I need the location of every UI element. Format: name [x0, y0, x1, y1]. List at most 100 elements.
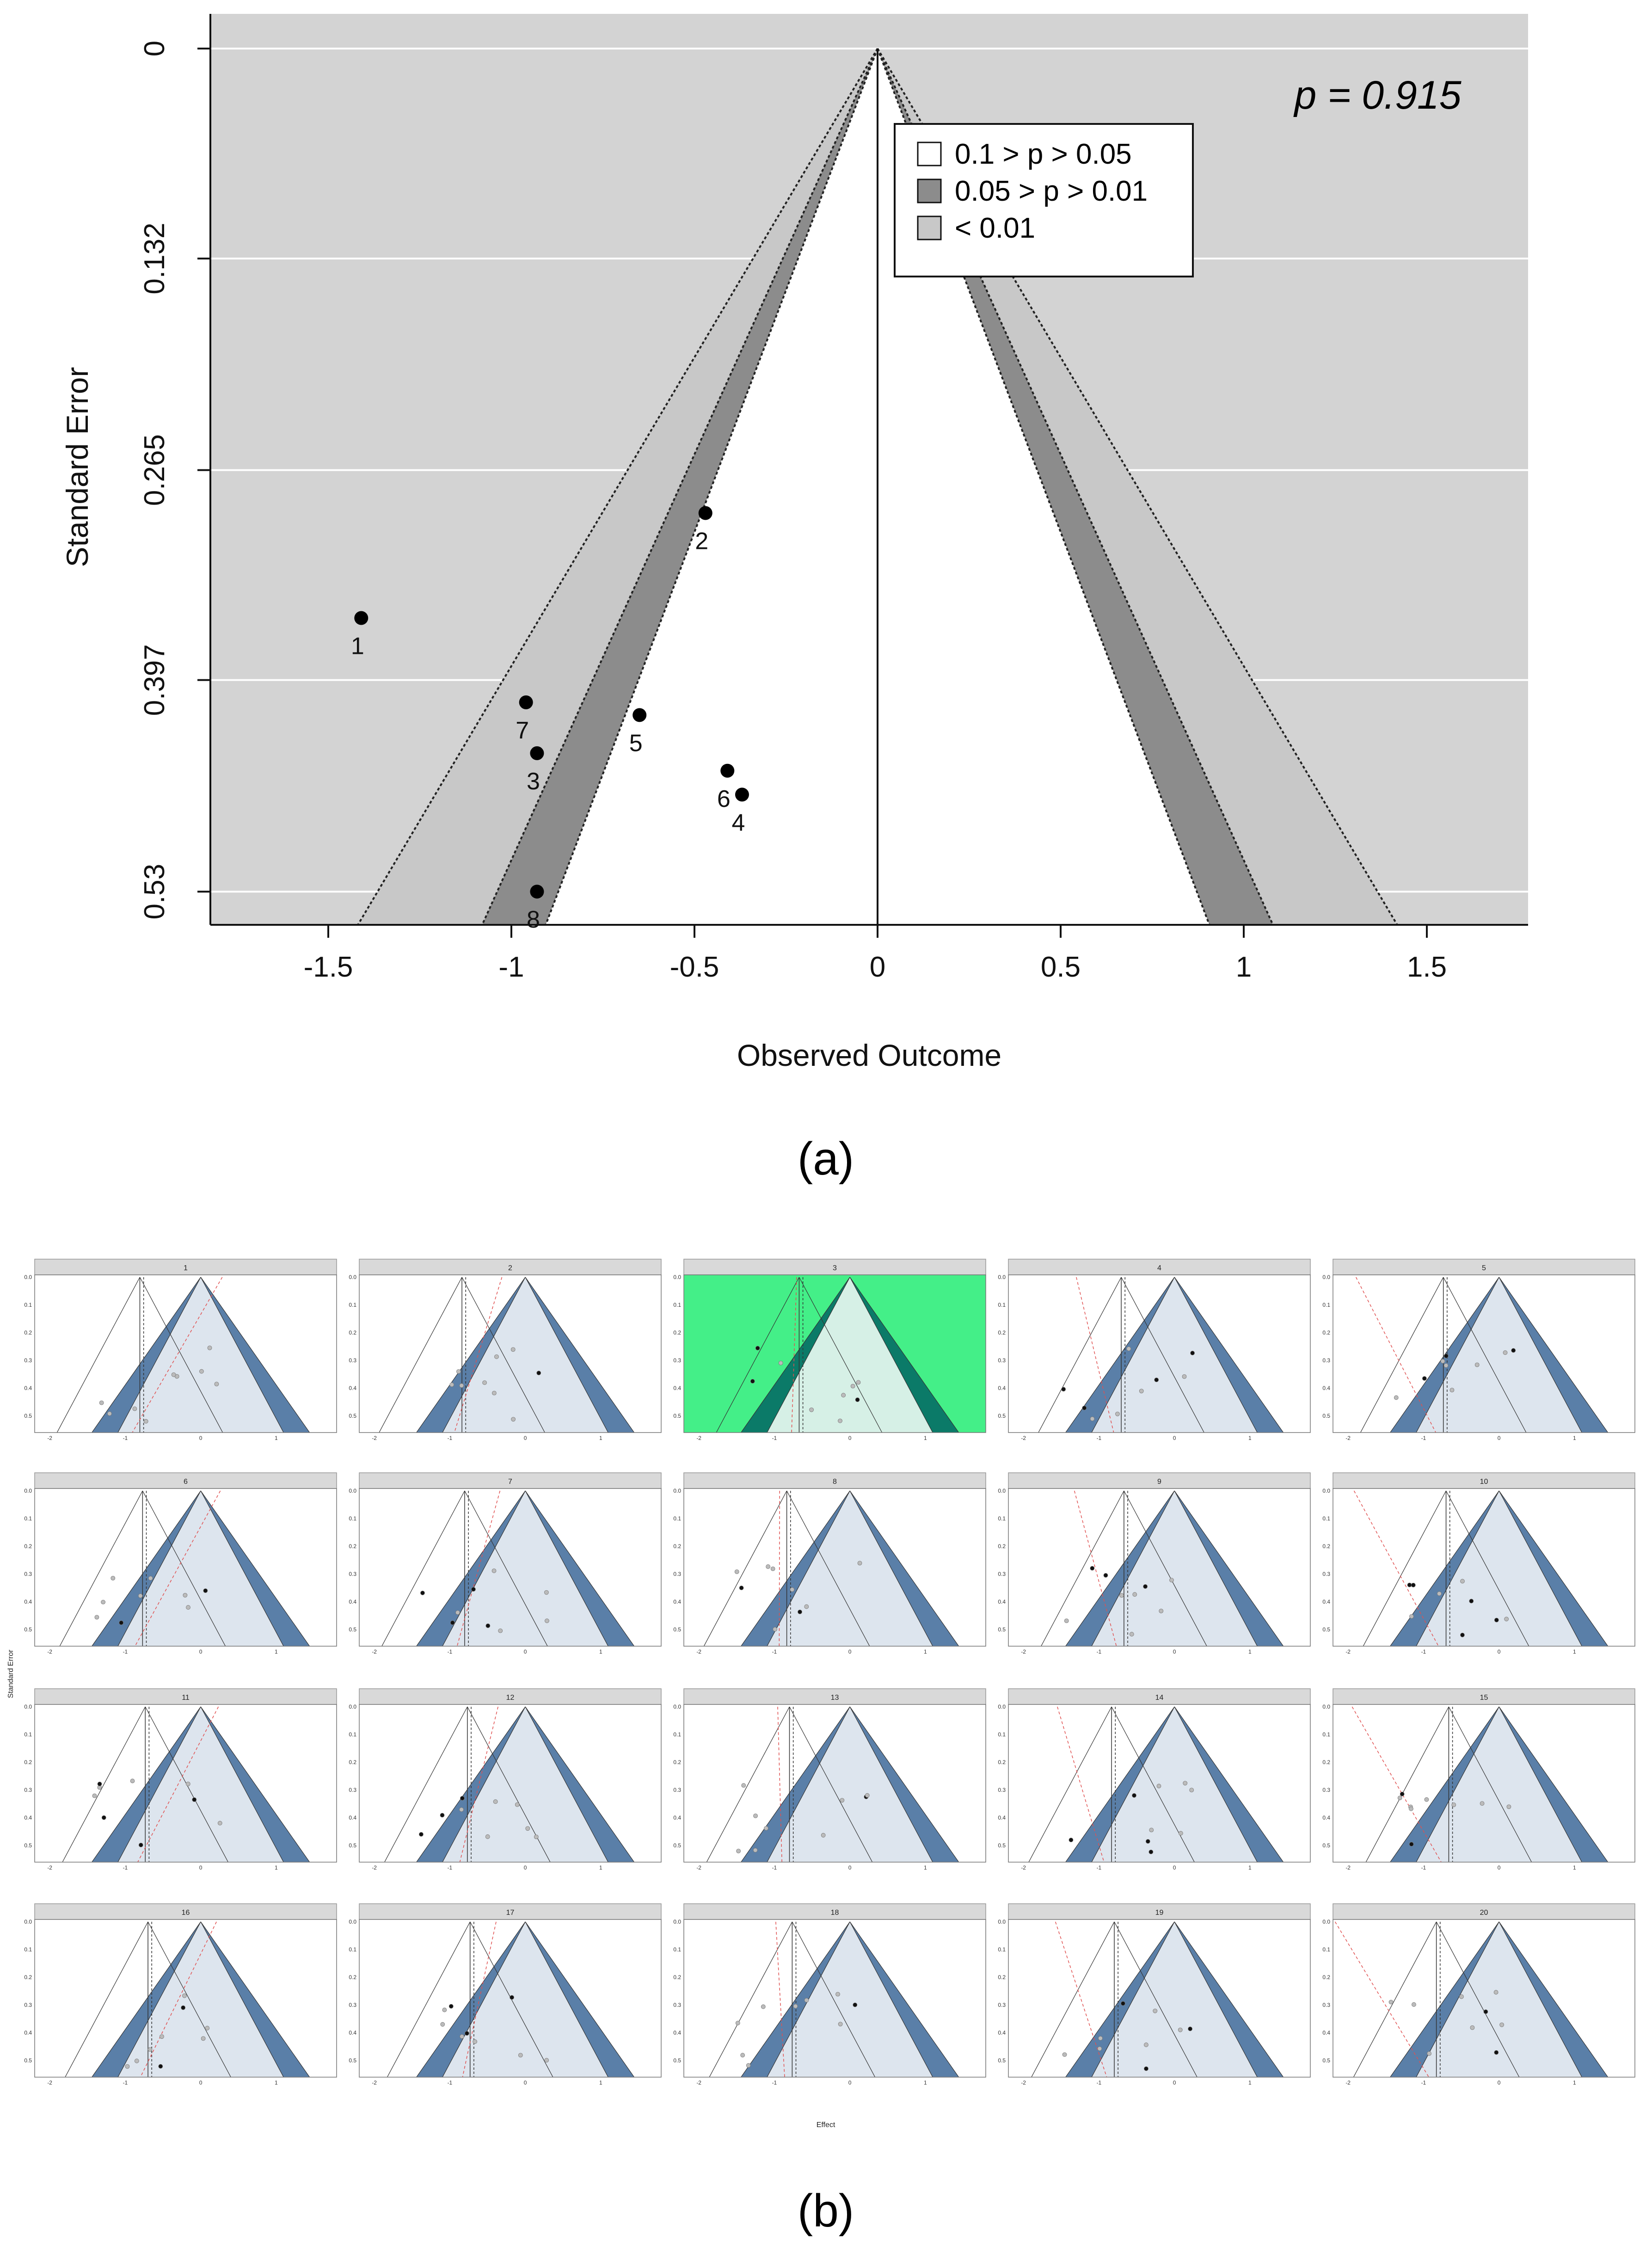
lineup-x-tick: 0: [848, 2079, 852, 2086]
data-point-8: [530, 885, 544, 899]
lineup-y-tick: 0.5: [24, 1413, 32, 1419]
lineup-y-tick: 0.5: [673, 1626, 681, 1633]
lineup-point: [1412, 2002, 1416, 2007]
lineup-point: [97, 1782, 102, 1786]
lineup-x-tick: -2: [372, 1648, 377, 1655]
legend-label: 0.1 > p > 0.05: [955, 138, 1132, 170]
lineup-y-tick: 0.5: [24, 1842, 32, 1849]
lineup-point: [518, 2053, 523, 2058]
lineup-x-tick: 1: [1573, 2079, 1576, 2086]
lineup-point: [1119, 1593, 1124, 1598]
lineup-point: [1443, 1363, 1449, 1368]
lineup-point: [186, 1605, 190, 1610]
lineup-x-tick: -1: [1421, 1648, 1426, 1655]
lineup-x-tick: 1: [1573, 1648, 1576, 1655]
lineup-x-tick: 0: [1173, 1648, 1176, 1655]
lineup-x-tick: 0: [199, 1864, 203, 1871]
lineup-x-tick: -1: [123, 1648, 128, 1655]
lineup-point: [1129, 1632, 1134, 1636]
lineup-point: [735, 2021, 740, 2025]
lineup-x-tick: -1: [123, 1435, 128, 1441]
lineup-point: [1144, 2066, 1148, 2071]
y-tick-label: 0.53: [139, 864, 171, 920]
lineup-point: [1409, 1842, 1414, 1847]
lineup-point: [1494, 1618, 1499, 1623]
lineup-x-tick: 1: [1248, 1648, 1252, 1655]
lineup-y-tick: 0.4: [24, 1814, 32, 1821]
lineup-point: [770, 1566, 775, 1571]
lineup-point: [1451, 1802, 1456, 1807]
lineup-panel-8: 8 0.0 0.1 0.2 0.3 0.4 0.5 -2 -1 0 1: [673, 1472, 986, 1655]
lineup-y-tick: 0.5: [349, 2057, 356, 2064]
lineup-point: [753, 1848, 758, 1853]
lineup-x-tick: 0: [848, 1648, 852, 1655]
lineup-point: [199, 1369, 204, 1374]
lineup-point: [1459, 1994, 1464, 1999]
lineup-x-tick: 0: [524, 2079, 527, 2086]
lineup-panel-17: 17 0.0 0.1 0.2 0.3 0.4 0.5 -2 -1 0 1: [349, 1903, 662, 2086]
panel-strip: [34, 1472, 337, 1489]
lineup-point: [804, 1604, 809, 1609]
lineup-point: [736, 1849, 741, 1853]
lineup-x-tick: 1: [275, 1864, 278, 1871]
lineup-x-tick: 0: [524, 1435, 527, 1441]
lineup-panel-12: 12 0.0 0.1 0.2 0.3 0.4 0.5 -2 -1 0 1: [349, 1688, 662, 1871]
lineup-x-tick: -1: [448, 1648, 453, 1655]
lineup-point: [853, 2002, 858, 2007]
lineup-y-axis-title: Standard Error: [7, 1649, 15, 1698]
lineup-point: [119, 1620, 124, 1625]
panel-strip: [1333, 1688, 1635, 1705]
lineup-x-tick: 1: [924, 1864, 927, 1871]
panel-strip: [1008, 1903, 1311, 1920]
panel-strip-label: 1: [184, 1264, 188, 1272]
lineup-point: [460, 1796, 465, 1801]
lineup-point: [755, 1346, 760, 1351]
lineup-panel-13: 13 0.0 0.1 0.2 0.3 0.4 0.5 -2 -1 0 1: [673, 1688, 986, 1871]
lineup-point: [192, 1797, 197, 1802]
panel-strip: [359, 1259, 662, 1275]
lineup-y-tick: 0.1: [1322, 1302, 1330, 1308]
x-tick-label: 1.5: [1407, 951, 1447, 983]
lineup-y-tick: 0.5: [998, 1413, 1006, 1419]
lineup-point: [143, 1419, 148, 1424]
lineup-point: [1139, 1389, 1144, 1394]
lineup-point: [485, 1623, 491, 1628]
lineup-y-tick: 0.1: [673, 1302, 681, 1308]
lineup-point: [473, 2039, 478, 2044]
panel-strip: [683, 1472, 986, 1489]
lineup-y-tick: 0.2: [349, 1329, 356, 1336]
lineup-point: [1388, 1999, 1394, 2005]
lineup-y-tick: 0.5: [998, 2057, 1006, 2064]
lineup-panel-16: 16 0.0 0.1 0.2 0.3 0.4 0.5 -2 -1 0 1: [24, 1903, 337, 2086]
lineup-y-tick: 0.0: [1322, 1704, 1330, 1710]
lineup-point: [1469, 1599, 1474, 1604]
lineup-point: [773, 1627, 778, 1632]
lineup-point: [855, 1397, 860, 1402]
lineup-point: [132, 1406, 137, 1411]
lineup-y-tick: 0.2: [24, 1329, 32, 1336]
lineup-point: [1154, 1378, 1159, 1382]
lineup-x-tick: 1: [924, 2079, 927, 2086]
lineup-point: [130, 1778, 135, 1784]
lineup-y-tick: 0.2: [998, 1543, 1006, 1550]
lineup-x-tick: 0: [848, 1864, 852, 1871]
lineup-x-tick: -2: [1021, 1864, 1026, 1871]
p-value-annotation: p = 0.915: [1293, 73, 1462, 117]
lineup-y-tick: 0.1: [673, 1515, 681, 1522]
lineup-point: [181, 2005, 186, 2010]
lineup-point: [746, 2063, 751, 2068]
lineup-point: [491, 1568, 497, 1573]
lineup-x-tick: 0: [524, 1864, 527, 1871]
lineup-x-tick: 0: [1498, 1435, 1501, 1441]
lineup-y-tick: 0.3: [1322, 1787, 1330, 1793]
lineup-y-tick: 0.4: [998, 1599, 1006, 1605]
lineup-y-tick: 0.4: [349, 2030, 356, 2036]
caption-a: (a): [798, 1133, 854, 1185]
lineup-y-tick: 0.4: [1322, 1599, 1330, 1605]
panel-strip-label: 11: [182, 1694, 190, 1702]
panel-strip: [1333, 1903, 1635, 1920]
legend-label: 0.05 > p > 0.01: [955, 175, 1148, 207]
lineup-panel-3: 3 0.0 0.1 0.2 0.3 0.4 0.5 -2 -1 0 1: [673, 1259, 986, 1441]
lineup-point: [1144, 2042, 1148, 2047]
lineup-y-tick: 0.5: [673, 2057, 681, 2064]
